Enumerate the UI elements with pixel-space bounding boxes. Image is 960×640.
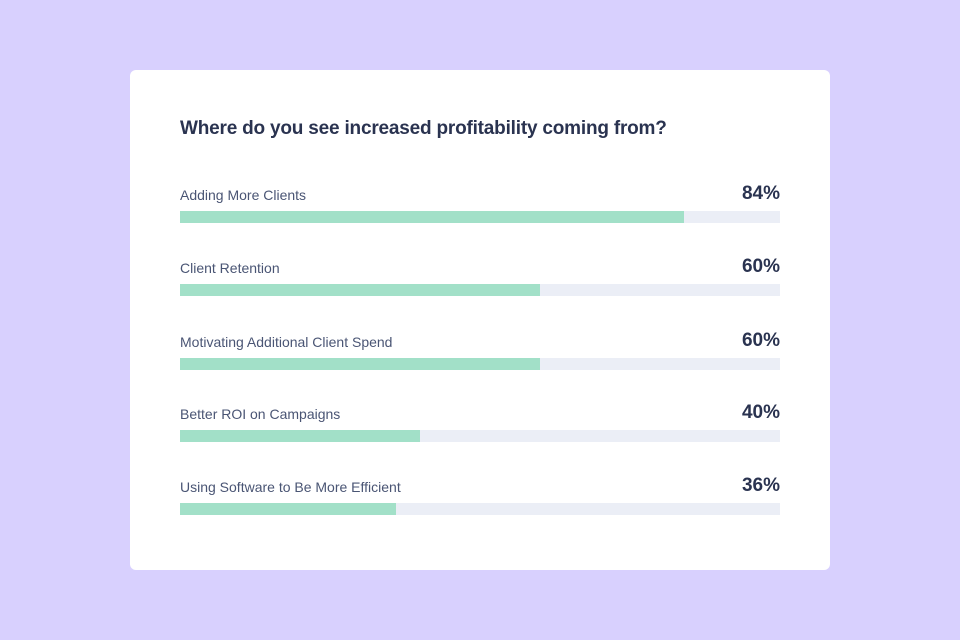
bar-track: [180, 358, 780, 370]
bar-fill: [180, 358, 540, 370]
bar-row: Client Retention 60%: [180, 256, 780, 300]
bar-row: Using Software to Be More Efficient 36%: [180, 475, 780, 519]
bar-track: [180, 211, 780, 223]
bar-row: Adding More Clients 84%: [180, 183, 780, 227]
bar-row: Motivating Additional Client Spend 60%: [180, 330, 780, 374]
bar-label: Motivating Additional Client Spend: [180, 334, 393, 350]
bar-fill: [180, 284, 540, 296]
bar-track: [180, 284, 780, 296]
bar-value-label: 40%: [741, 402, 780, 423]
bar-value-label: 84%: [741, 183, 780, 204]
bar-label: Client Retention: [180, 260, 280, 276]
bar-track: [180, 503, 780, 515]
bar-fill: [180, 211, 684, 223]
bar-row: Better ROI on Campaigns 40%: [180, 402, 780, 446]
bar-label: Better ROI on Campaigns: [180, 406, 341, 422]
bar-value-label: 36%: [741, 475, 780, 496]
bar-track: [180, 430, 780, 442]
bar-value-label: 60%: [741, 256, 780, 277]
chart-card: Where do you see increased profitability…: [130, 70, 830, 570]
bar-value-label: 60%: [741, 330, 780, 351]
bar-label: Using Software to Be More Efficient: [180, 479, 401, 495]
bar-fill: [180, 503, 396, 515]
bar-rows: Adding More Clients 84% Client Retention 60…: [180, 70, 780, 570]
chart-title: Where do you see increased profitability…: [180, 118, 667, 139]
bar-fill: [180, 430, 420, 442]
bar-label: Adding More Clients: [180, 187, 307, 203]
